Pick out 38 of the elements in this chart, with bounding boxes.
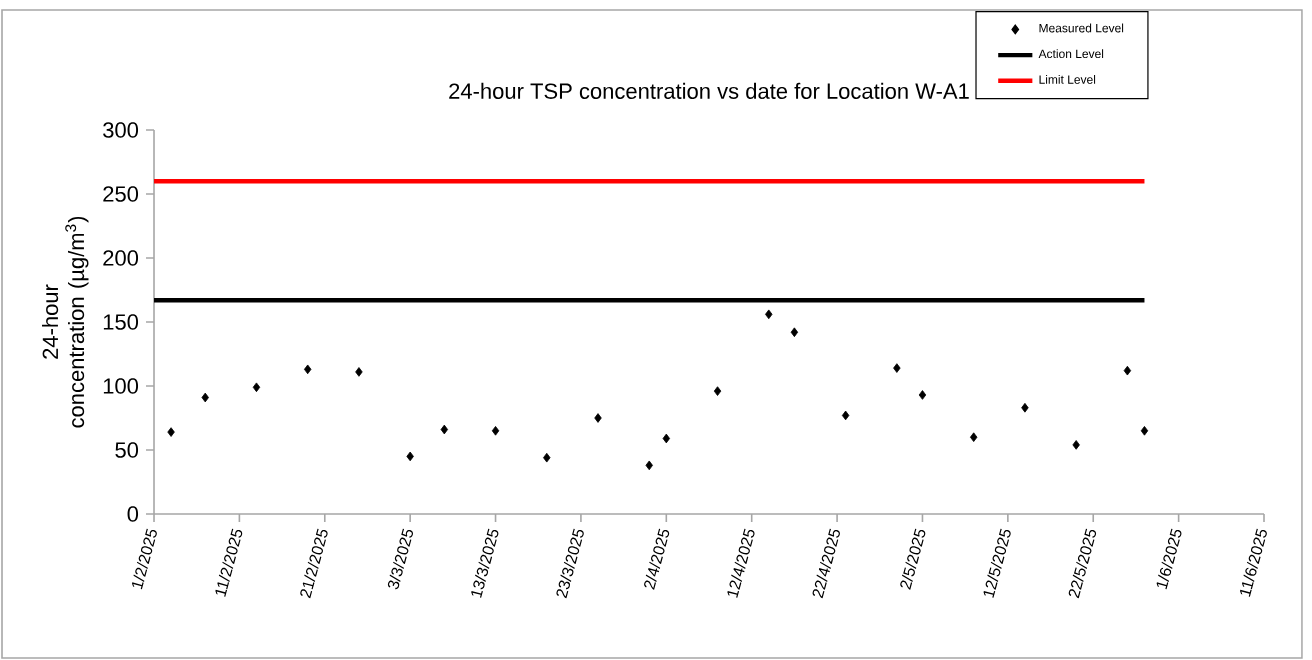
- x-tick-label: 11/6/2025: [1240, 528, 1267, 597]
- point: [645, 460, 653, 471]
- y-tick-label: 250: [103, 186, 139, 202]
- y-tick-label: 0: [127, 506, 139, 522]
- point: [1123, 365, 1132, 376]
- point: [594, 413, 602, 423]
- point: [543, 452, 551, 463]
- point: [252, 382, 261, 393]
- point: [440, 424, 449, 435]
- point: [1140, 426, 1149, 436]
- point: [1021, 402, 1029, 413]
- point: [406, 451, 414, 462]
- y-tick-label: 100: [103, 378, 139, 394]
- y-tick-label: 150: [103, 314, 139, 330]
- y-tick-label: 50: [115, 442, 139, 458]
- point: [201, 392, 209, 403]
- chart-title: 24-hour TSP concentration vs date for Location W-A1: [449, 82, 969, 99]
- x-tick-label: 2/4/2025: [644, 528, 670, 590]
- y-axis-title: 24-hour concentration (µg/m$^{3}$): [42, 216, 89, 428]
- x-tick-label: 2/5/2025: [900, 528, 926, 590]
- point: [765, 309, 773, 320]
- point: [167, 427, 175, 437]
- x-tick-label: 1/2/2025: [132, 528, 157, 590]
- y-tick-label: 200: [103, 250, 139, 266]
- point: [662, 433, 671, 444]
- x-tick-label: 1/6/2025: [1156, 528, 1182, 590]
- point: [893, 363, 901, 373]
- y-tick-label: 300: [103, 122, 139, 138]
- point: [841, 410, 850, 421]
- point: [790, 327, 799, 338]
- point: [304, 364, 312, 375]
- x-tick-label: 3/3/2025: [387, 528, 414, 590]
- point: [1072, 440, 1080, 450]
- point: [355, 367, 363, 377]
- point: [970, 432, 978, 442]
- point: [918, 390, 927, 400]
- point: [491, 426, 500, 436]
- point: [713, 386, 722, 396]
